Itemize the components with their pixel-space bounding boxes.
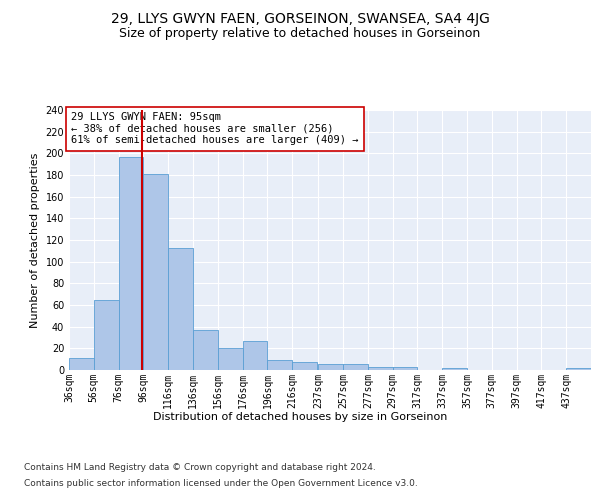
Text: Contains public sector information licensed under the Open Government Licence v3: Contains public sector information licen… <box>24 479 418 488</box>
Bar <box>94 300 119 370</box>
Bar <box>442 368 467 370</box>
Text: 29 LLYS GWYN FAEN: 95sqm
← 38% of detached houses are smaller (256)
61% of semi-: 29 LLYS GWYN FAEN: 95sqm ← 38% of detach… <box>71 112 359 146</box>
Bar <box>343 364 368 370</box>
Bar <box>143 174 168 370</box>
Bar <box>268 360 292 370</box>
Bar <box>318 364 343 370</box>
Bar <box>119 156 143 370</box>
Text: Contains HM Land Registry data © Crown copyright and database right 2024.: Contains HM Land Registry data © Crown c… <box>24 462 376 471</box>
Bar <box>242 341 268 370</box>
Bar <box>566 368 591 370</box>
Text: Distribution of detached houses by size in Gorseinon: Distribution of detached houses by size … <box>153 412 447 422</box>
Bar <box>69 358 94 370</box>
Text: Size of property relative to detached houses in Gorseinon: Size of property relative to detached ho… <box>119 28 481 40</box>
Bar <box>368 367 392 370</box>
Bar <box>168 248 193 370</box>
Bar <box>218 348 242 370</box>
Bar <box>392 367 418 370</box>
Text: 29, LLYS GWYN FAEN, GORSEINON, SWANSEA, SA4 4JG: 29, LLYS GWYN FAEN, GORSEINON, SWANSEA, … <box>110 12 490 26</box>
Bar <box>193 330 218 370</box>
Bar <box>292 362 317 370</box>
Y-axis label: Number of detached properties: Number of detached properties <box>30 152 40 328</box>
